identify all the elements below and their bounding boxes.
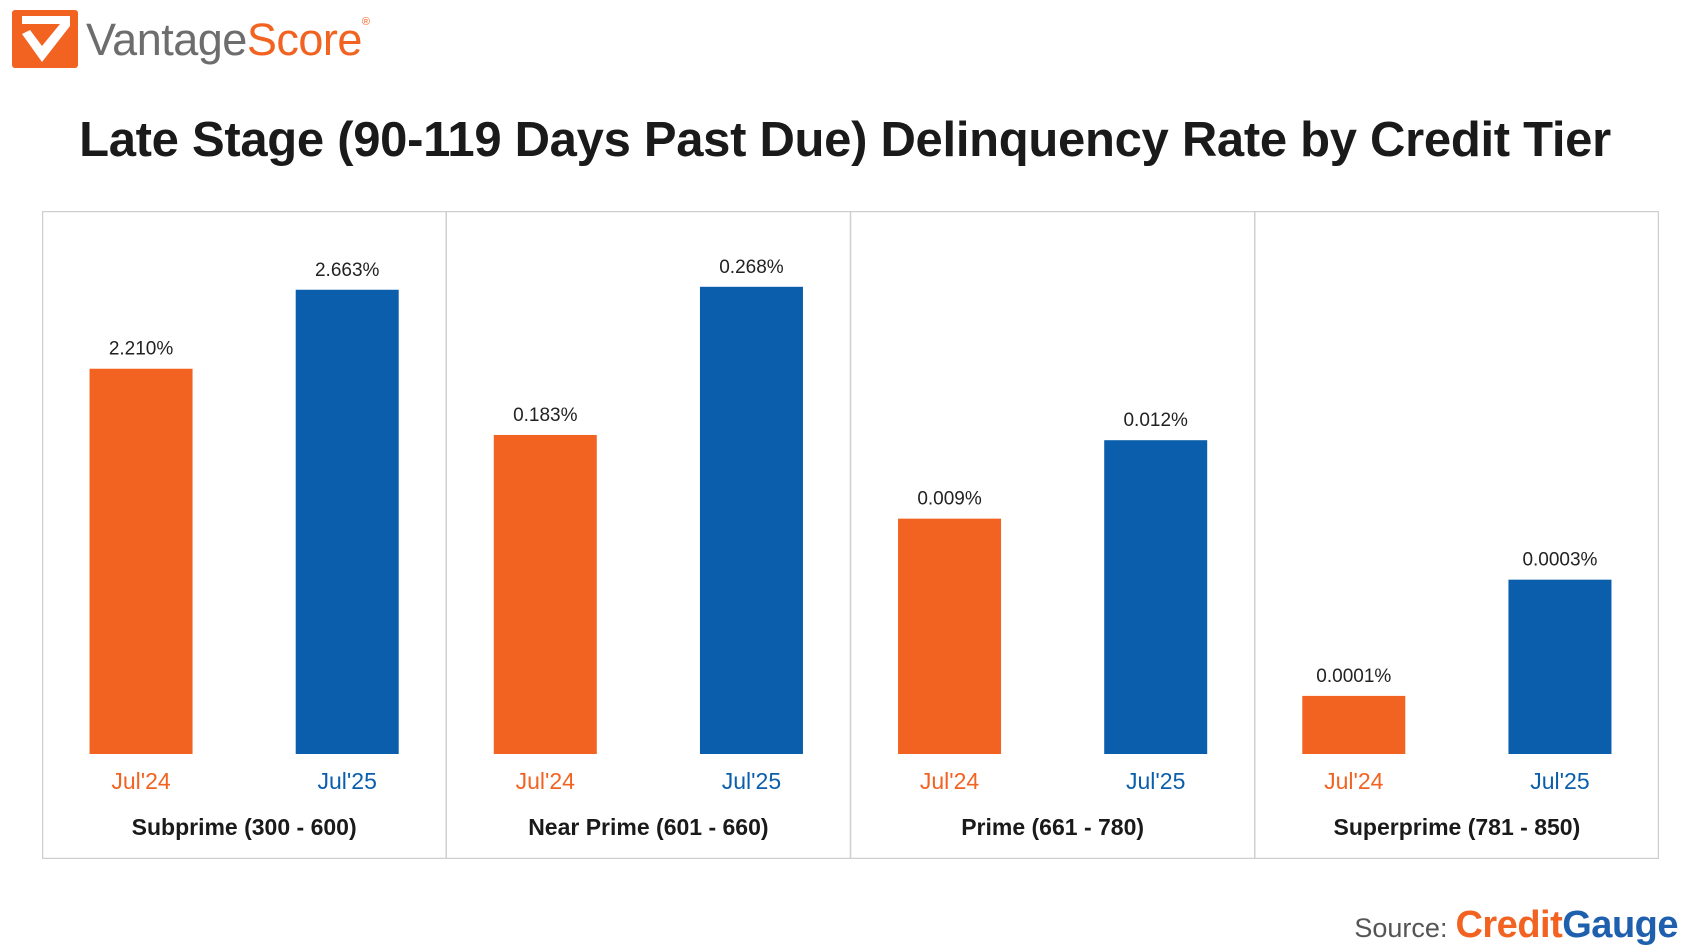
bar-jul24 bbox=[89, 368, 193, 754]
x-tick-label: Jul'24 bbox=[920, 768, 980, 794]
data-label: 2.210% bbox=[109, 339, 174, 360]
vantagescore-logo: VantageScore® bbox=[12, 10, 370, 68]
bar-jul25 bbox=[295, 289, 399, 754]
x-tick-label: Jul'24 bbox=[516, 768, 576, 794]
logo-vantage-text: Vantage bbox=[86, 13, 247, 65]
bar-jul24 bbox=[898, 518, 1002, 754]
creditgauge-gauge-text: Gauge bbox=[1562, 904, 1678, 946]
x-tick-label: Jul'25 bbox=[1126, 768, 1185, 794]
panel-category-label: Superprime (781 - 850) bbox=[1334, 814, 1581, 840]
x-tick-label: Jul'24 bbox=[1324, 768, 1384, 794]
source-label: Source: bbox=[1354, 913, 1448, 943]
bar-jul25 bbox=[1104, 440, 1208, 754]
chart-title: Late Stage (90-119 Days Past Due) Delinq… bbox=[79, 113, 1611, 167]
x-tick-label: Jul'24 bbox=[111, 768, 171, 794]
data-label: 0.183% bbox=[513, 405, 578, 426]
checkmark-logo-icon bbox=[12, 10, 78, 68]
data-label: 0.012% bbox=[1123, 410, 1188, 431]
data-label: 2.663% bbox=[315, 260, 380, 281]
panel-category-label: Near Prime (601 - 660) bbox=[528, 814, 768, 840]
creditgauge-credit-text: Credit bbox=[1455, 904, 1563, 946]
bar-jul24 bbox=[493, 434, 597, 754]
creditgauge-logo: CreditGauge bbox=[1455, 904, 1678, 947]
bar-jul25 bbox=[1508, 579, 1612, 754]
bar-chart-svg: 2.210% Jul'24 2.663% Jul'25 Subprime (300 - … bbox=[42, 211, 1659, 859]
bar-jul25 bbox=[699, 286, 803, 754]
data-label: 0.0001% bbox=[1316, 666, 1391, 687]
trademark-symbol: ® bbox=[361, 15, 370, 28]
panel-category-label: Subprime (300 - 600) bbox=[132, 814, 357, 840]
chart-area: 2.210% Jul'24 2.663% Jul'25 Subprime (300 - … bbox=[42, 211, 1659, 859]
source-attribution: Source: CreditGauge bbox=[1354, 904, 1678, 947]
bar-jul24 bbox=[1302, 695, 1406, 754]
panel-category-label: Prime (661 - 780) bbox=[961, 814, 1144, 840]
data-label: 0.268% bbox=[719, 257, 784, 278]
logo-score-text: Score bbox=[246, 13, 363, 65]
x-tick-label: Jul'25 bbox=[722, 768, 781, 794]
data-label: 0.0003% bbox=[1522, 550, 1597, 571]
data-label: 0.009% bbox=[917, 489, 982, 510]
x-tick-label: Jul'25 bbox=[318, 768, 377, 794]
x-tick-label: Jul'25 bbox=[1530, 768, 1589, 794]
logo-wordmark: VantageScore® bbox=[86, 13, 370, 65]
